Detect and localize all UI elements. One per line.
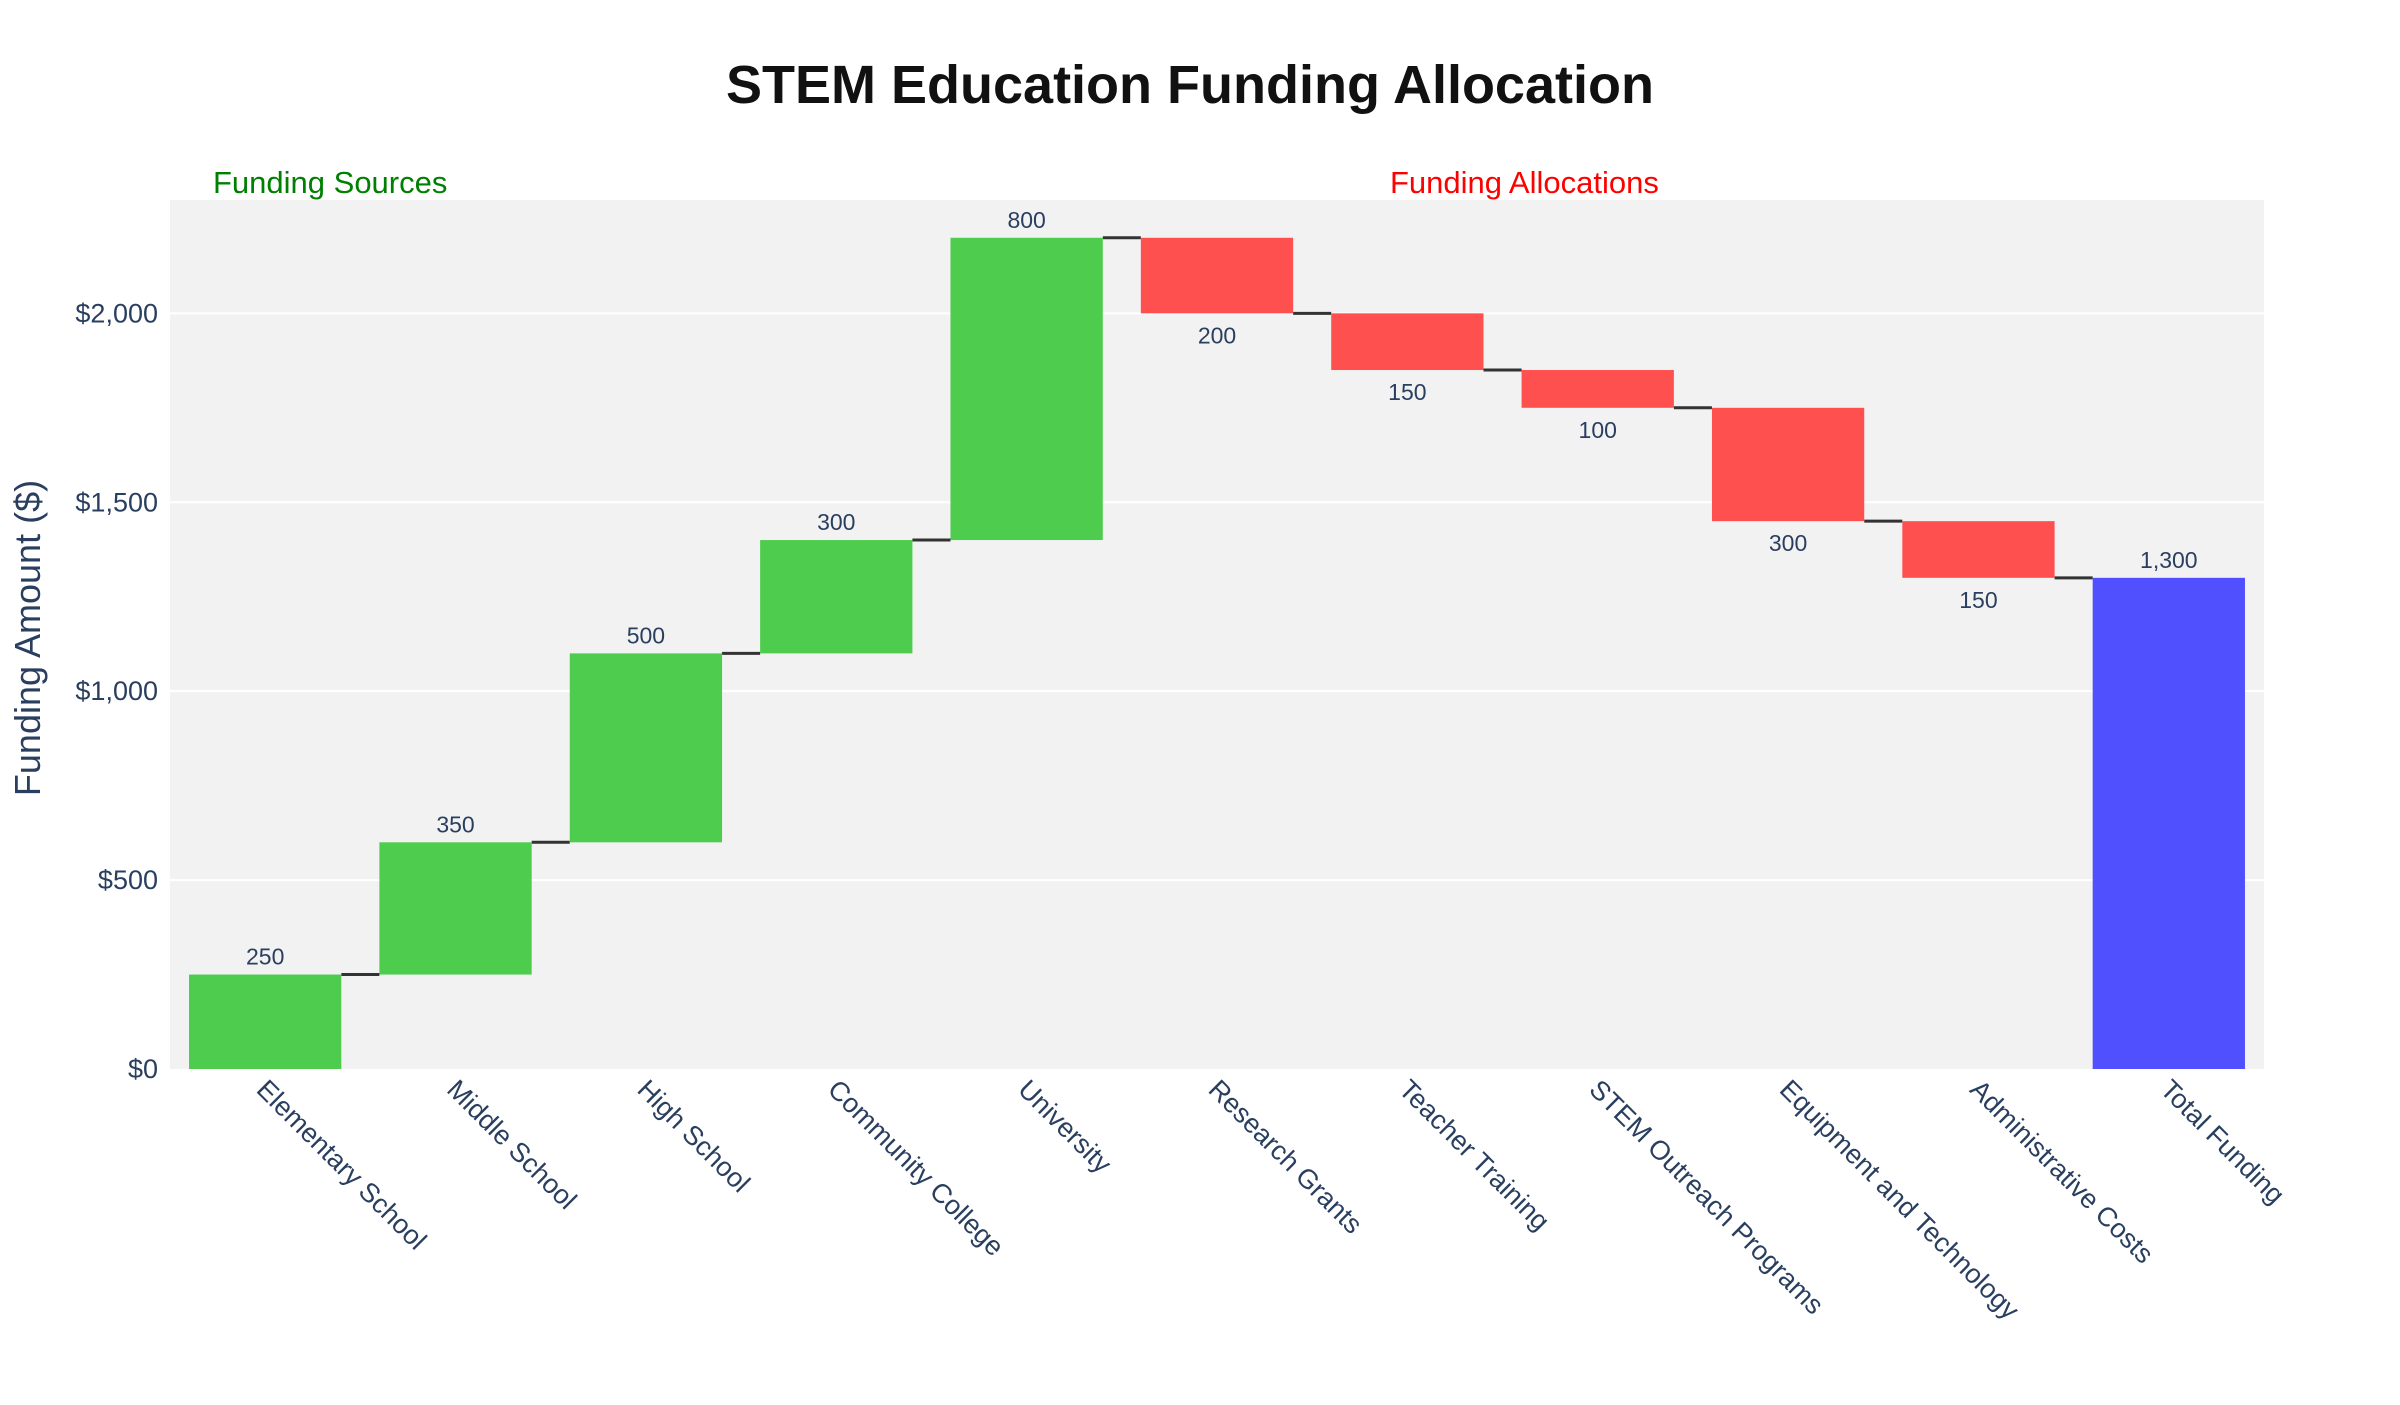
data-label: 500 xyxy=(627,622,665,648)
section-label-sources: Funding Sources xyxy=(213,165,447,200)
section-label-allocations: Funding Allocations xyxy=(1390,165,1659,200)
y-tick-label: $2,000 xyxy=(75,298,158,328)
data-labels: 250 350 500 300 800 200 150 100 300 150 1,300 xyxy=(246,207,2198,970)
x-tick-label: University xyxy=(1012,1074,1117,1179)
x-tick-label: Community College xyxy=(822,1074,1010,1262)
bar-increase xyxy=(189,974,342,1069)
data-label: 350 xyxy=(436,811,474,837)
bar-increase xyxy=(950,237,1103,541)
x-tick-label: Middle School xyxy=(441,1074,582,1215)
data-label: 300 xyxy=(817,509,855,535)
bar-increase xyxy=(379,842,532,975)
data-label: 150 xyxy=(1388,379,1426,405)
data-label: 200 xyxy=(1198,322,1236,348)
data-label: 250 xyxy=(246,944,284,970)
chart-title: STEM Education Funding Allocation xyxy=(726,55,1654,115)
x-tick-label: Administrative Costs xyxy=(1964,1074,2159,1269)
y-tick-label: $1,500 xyxy=(75,487,158,517)
bars xyxy=(189,237,2245,1069)
data-label: 1,300 xyxy=(2140,547,2198,573)
bar-decrease xyxy=(1140,237,1294,314)
y-tick-label: $1,000 xyxy=(75,676,158,706)
bar-decrease xyxy=(1331,313,1484,371)
connectors xyxy=(341,236,2093,977)
y-tick-label: $0 xyxy=(128,1054,158,1084)
bar-decrease xyxy=(1521,370,1674,408)
x-tick-label: High School xyxy=(632,1074,756,1198)
y-axis-label: Funding Amount ($) xyxy=(7,480,48,796)
x-tick-label: Total Funding xyxy=(2155,1074,2291,1210)
bar-increase xyxy=(569,653,723,843)
data-label: 100 xyxy=(1579,417,1617,443)
bar-total xyxy=(2092,577,2245,1069)
bar-decrease xyxy=(1902,521,2055,578)
bar-decrease xyxy=(1711,407,1865,522)
data-label: 800 xyxy=(1007,207,1045,233)
y-axis-ticks: $0 $500 $1,000 $1,500 $2,000 xyxy=(75,298,158,1084)
x-tick-label: Teacher Training xyxy=(1393,1074,1555,1236)
y-tick-label: $500 xyxy=(98,865,158,895)
x-axis-ticks: Elementary School Middle School High Schoo… xyxy=(251,1074,2290,1326)
data-label: 300 xyxy=(1769,530,1807,556)
x-tick-label: Research Grants xyxy=(1203,1074,1369,1240)
data-label: 150 xyxy=(1959,587,1997,613)
bar-increase xyxy=(760,540,913,654)
x-tick-label: Elementary School xyxy=(251,1074,432,1255)
